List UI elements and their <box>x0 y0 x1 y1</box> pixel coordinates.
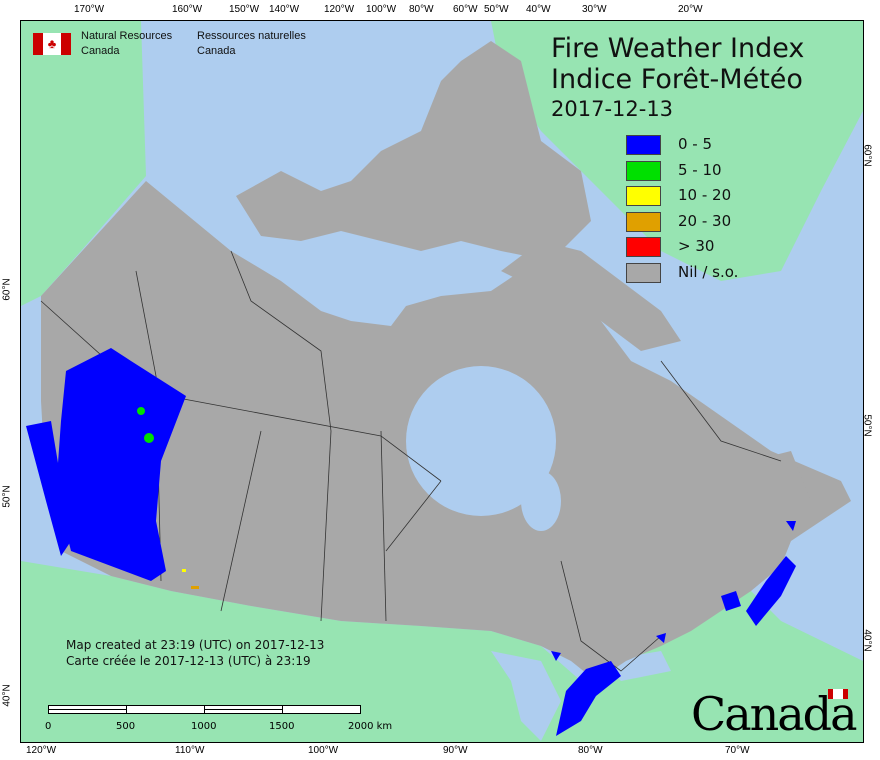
legend-item: 5 - 10 <box>626 159 826 185</box>
scale-segment <box>204 709 283 714</box>
map-frame: ♣ Natural Resources Canada Ressources na… <box>20 20 864 743</box>
tick-label: 40°N <box>1 684 13 707</box>
map-canvas <box>21 21 863 742</box>
wordmark-flag-icon <box>828 689 848 699</box>
scale-segment <box>282 705 361 714</box>
title-fr: Indice Forêt-Météo <box>551 64 803 95</box>
tick-label: 20°W <box>678 4 703 15</box>
tick-label: 170°W <box>74 4 105 15</box>
org-en-line1: Natural Resources <box>81 30 173 42</box>
map-title: Fire Weather Index Indice Forêt-Météo <box>551 33 861 95</box>
scale-label: 1000 <box>191 721 217 732</box>
legend-swatch <box>626 262 661 283</box>
fwi-class-0-5-ontario <box>556 661 621 736</box>
title-en: Fire Weather Index <box>551 33 805 64</box>
tick-label: 80°W <box>578 745 603 756</box>
alaska-land <box>21 21 146 306</box>
scale-label: 0 <box>45 721 52 732</box>
newfoundland <box>751 451 811 531</box>
legend-swatch <box>626 160 661 181</box>
province-borders <box>40 250 782 672</box>
scale-bar: 0 500 1000 1500 2000 km <box>45 705 428 737</box>
legend-label: 20 - 30 <box>678 211 732 230</box>
legend: 0 - 5 5 - 10 10 - 20 20 - 30 > 30 Nil / s.o. <box>626 133 826 286</box>
tick-label: 90°W <box>443 745 468 756</box>
tick-label: 100°W <box>308 745 339 756</box>
fwi-class-20-30 <box>191 586 199 589</box>
scale-segment <box>126 705 205 714</box>
scale-label: 2000 km <box>348 721 393 732</box>
credit-fr: Carte créée le 2017-12-13 (UTC) à 23:19 <box>66 654 311 668</box>
canada-flag-icon: ♣ <box>33 33 71 55</box>
scale-label: 1500 <box>269 721 295 732</box>
great-lakes <box>491 651 671 741</box>
legend-item: 20 - 30 <box>626 210 826 236</box>
org-fr-line1: Ressources naturelles <box>197 30 306 42</box>
tick-label: 120°W <box>26 745 57 756</box>
tick-label: 120°W <box>324 4 355 15</box>
fwi-class-0-5-bc-coast <box>26 421 71 556</box>
map-credit: Map created at 23:19 (UTC) on 2017-12-13… <box>66 637 324 669</box>
fwi-class-5-10 <box>144 433 154 443</box>
legend-item: 10 - 20 <box>626 184 826 210</box>
credit-en: Map created at 23:19 (UTC) on 2017-12-13 <box>66 638 325 652</box>
legend-label: 10 - 20 <box>678 186 732 204</box>
tick-label: 150°W <box>229 4 260 15</box>
legend-item: > 30 <box>626 235 826 261</box>
scale-segment <box>48 709 127 714</box>
legend-swatch <box>626 186 661 206</box>
tick-label: 50°W <box>484 4 509 15</box>
legend-swatch <box>626 237 661 257</box>
fwi-class-0-5-bc <box>56 348 186 581</box>
tick-label: 100°W <box>366 4 397 15</box>
tick-label: 60°N <box>1 278 13 301</box>
tick-label: 30°W <box>582 4 607 15</box>
tick-label: 60°W <box>453 4 478 15</box>
tick-label: 80°W <box>409 4 434 15</box>
legend-item: Nil / s.o. <box>626 261 826 287</box>
map-date: 2017-12-13 <box>551 97 674 121</box>
tick-label: 140°W <box>269 4 300 15</box>
legend-label: 0 - 5 <box>678 135 713 153</box>
usa-land <box>21 561 863 742</box>
hudson-bay <box>406 366 556 516</box>
tick-label: 50°N <box>1 485 13 508</box>
greenland-land <box>491 21 863 281</box>
legend-swatch <box>626 211 661 232</box>
legend-label: 5 - 10 <box>678 160 722 179</box>
arctic-islands <box>236 41 591 261</box>
tick-label: 160°W <box>172 4 203 15</box>
scale-label: 500 <box>116 721 136 732</box>
baffin-island <box>501 241 681 351</box>
fwi-class-10-20 <box>182 569 186 572</box>
legend-swatch <box>626 135 661 155</box>
legend-item: 0 - 5 <box>626 133 826 159</box>
james-bay <box>521 471 561 531</box>
nrcan-signature: ♣ Natural Resources Canada Ressources na… <box>33 29 353 61</box>
fwi-class-5-10 <box>137 407 145 415</box>
org-fr-line2: Canada <box>197 45 236 57</box>
tick-label: 40°W <box>526 4 551 15</box>
org-en-line2: Canada <box>81 45 120 57</box>
legend-label: > 30 <box>678 237 715 255</box>
tick-label: 70°W <box>725 745 750 756</box>
legend-label: Nil / s.o. <box>678 262 739 281</box>
tick-label: 110°W <box>175 745 205 756</box>
